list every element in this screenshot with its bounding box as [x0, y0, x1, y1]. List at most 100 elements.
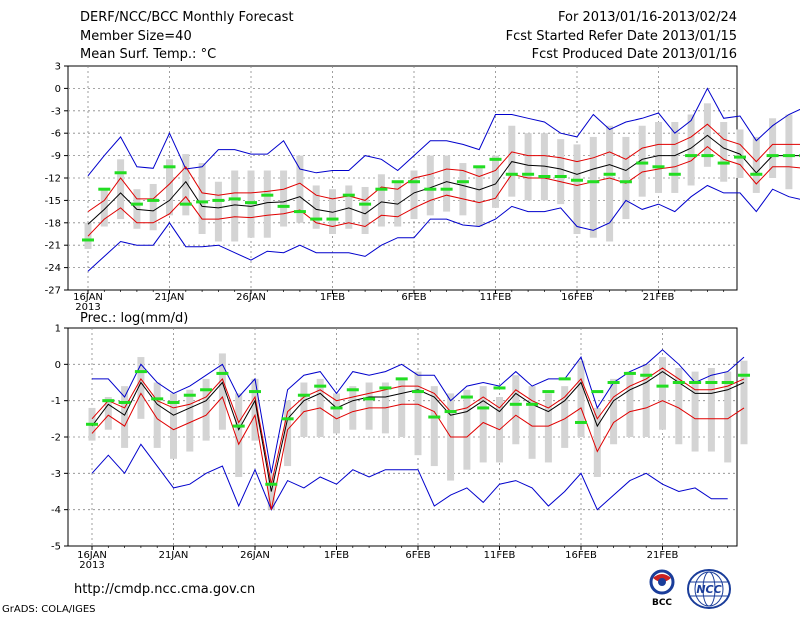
panel2-green-marker [477, 406, 490, 410]
panel1-xtick-label: 11FEB [480, 292, 512, 303]
panel2-ytick-label: -3 [51, 469, 61, 480]
panel1-green-marker [717, 161, 730, 165]
panel2-green-marker [542, 390, 555, 394]
panel2-spread-box [365, 382, 373, 430]
panel2-green-marker [558, 377, 571, 381]
panel1-green-marker [766, 154, 779, 158]
panel1-spread-box [589, 136, 597, 238]
panel1-green-marker [554, 175, 567, 179]
panel1-spread-box [280, 170, 288, 227]
ncc-logo-text: NCC [696, 583, 721, 596]
panel2-xtick-label: 1FEB [324, 550, 349, 561]
panel2-spread-box [137, 357, 145, 419]
panel2-green-marker [672, 381, 685, 384]
panel1-spread-box [638, 125, 646, 197]
panel2-spread-box [333, 393, 340, 434]
panel1-green-marker [82, 238, 94, 242]
panel1-spread-box [655, 122, 662, 193]
panel1-green-marker [293, 210, 306, 214]
panel1-ytick-label: -21 [45, 241, 61, 252]
panel1-upper-line [87, 123, 800, 213]
panel1-spread-box [606, 125, 614, 242]
panel2-spread-box [740, 360, 748, 445]
forecast-period: For 2013/01/16-2013/02/24 [558, 10, 737, 25]
panel2-green-marker [330, 406, 343, 410]
panel1-green-marker [147, 198, 160, 202]
panel1-max-line [87, 87, 800, 177]
panel1-green-marker [489, 157, 502, 161]
panel1-green-marker [505, 172, 518, 176]
panel1-spread-box [214, 181, 222, 242]
panel1-spread-box [671, 122, 679, 193]
panel2-green-marker [656, 384, 669, 388]
panel1-spread-box [329, 189, 336, 234]
panel2-spread-box [121, 386, 129, 448]
panel1-green-marker [375, 187, 388, 191]
panel2-spread-box [218, 353, 226, 430]
panel1-spread-box [312, 185, 320, 229]
panel2-green-marker [509, 402, 522, 406]
panel2-ytick-label: 1 [55, 324, 61, 335]
panel1-green-marker [98, 187, 111, 191]
prec-title: Prec.: log(mm/d) [80, 311, 188, 326]
panel1-ytick-label: -27 [45, 286, 61, 297]
panel2-green-marker [249, 390, 261, 394]
panel1-ytick-label: -24 [45, 263, 61, 274]
bcc-logo: BCC [649, 569, 675, 608]
panel1-ytick-label: -6 [51, 129, 61, 140]
panel1-green-marker [782, 154, 795, 158]
panel1-green-marker [310, 217, 323, 221]
panel1-green-marker [277, 204, 290, 208]
panel1-spread-box [166, 159, 173, 216]
panel2-xtick-label: 16FEB [565, 550, 597, 561]
panel2-green-marker [216, 371, 229, 375]
panel1-green-marker [359, 202, 372, 206]
panel2-green-marker [640, 373, 653, 377]
panel1-xtick-label: 21FEB [643, 292, 675, 303]
panel2-spread-box [691, 371, 699, 452]
panel2-green-marker [314, 384, 327, 388]
panel2-ytick-label: -2 [51, 433, 61, 444]
panel2-spread-box [659, 357, 666, 430]
grads-credit: GrADS: COLA/IGES [2, 604, 96, 615]
panel2-green-marker [200, 388, 213, 392]
panel2-spread-box [153, 382, 161, 448]
panel1-green-marker [196, 200, 209, 204]
panel2-green-marker [607, 381, 620, 384]
panel2-spread-box [642, 364, 650, 437]
panel1-spread-box [687, 114, 695, 186]
panel2-green-marker [346, 388, 359, 392]
panel2-mean-line [91, 370, 745, 492]
panel1-spread-box [345, 185, 353, 229]
panel2-green-marker [444, 410, 457, 414]
panel2-ytick-label: -1 [51, 396, 61, 407]
panel2-spread-box [561, 386, 569, 448]
panel2-green-marker [591, 390, 604, 394]
panel2-green-marker [183, 393, 196, 397]
panel2-spread-box [512, 375, 520, 445]
panel2-green-marker [689, 381, 702, 384]
panel1-spread-box [557, 139, 565, 205]
panel2-green-marker [102, 399, 115, 403]
panel2-xtick-label: 21JAN [159, 550, 189, 561]
panel1-green-marker [668, 172, 681, 176]
panel1-green-marker [571, 178, 583, 182]
panel2-green-marker [297, 393, 310, 397]
panel1-green-marker [685, 154, 698, 158]
panel2-spread-box [251, 378, 259, 441]
panel2-green-marker [623, 371, 636, 375]
source-url[interactable]: http://cmdp.ncc.cma.gov.cn [74, 582, 256, 597]
panel2-green-marker [526, 402, 539, 406]
panel1-xtick-label: 16FEB [561, 292, 593, 303]
panel2-spread-box [626, 371, 634, 437]
panel1-spread-box [361, 186, 369, 234]
panel2-lower-line [91, 392, 745, 510]
panel2-spread-box [414, 371, 422, 456]
panel2-green-marker [460, 395, 473, 399]
panel1-green-marker [163, 165, 176, 169]
panel1-ytick-label: -3 [51, 106, 61, 117]
panel2-green-marker [721, 381, 734, 384]
panel1-spread-box [573, 144, 581, 234]
panel1-green-marker [440, 187, 453, 191]
